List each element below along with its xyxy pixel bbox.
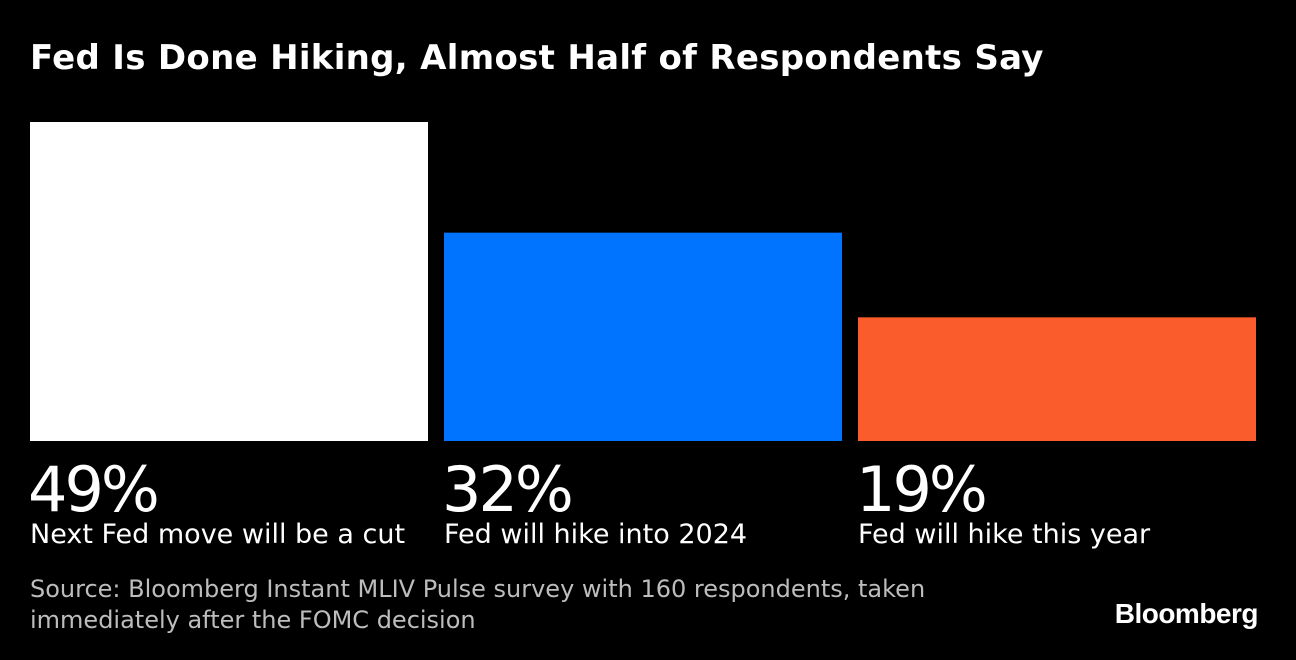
value-label-2: 32% — [442, 453, 571, 526]
source-note: Source: Bloomberg Instant MLIV Pulse sur… — [30, 575, 926, 634]
category-label-2: Fed will hike into 2024 — [444, 519, 747, 550]
value-label-3: 19% — [856, 453, 985, 526]
chart-title: Fed Is Done Hiking, Almost Half of Respo… — [30, 38, 1044, 78]
category-label-3: Fed will hike this year — [858, 519, 1151, 550]
category-label-1: Next Fed move will be a cut — [30, 519, 405, 550]
bar-3 — [858, 317, 1256, 441]
bloomberg-logo: Bloomberg — [1114, 598, 1259, 629]
bar-2 — [444, 232, 842, 441]
value-label-1: 49% — [28, 453, 157, 526]
bar-1 — [30, 122, 428, 441]
